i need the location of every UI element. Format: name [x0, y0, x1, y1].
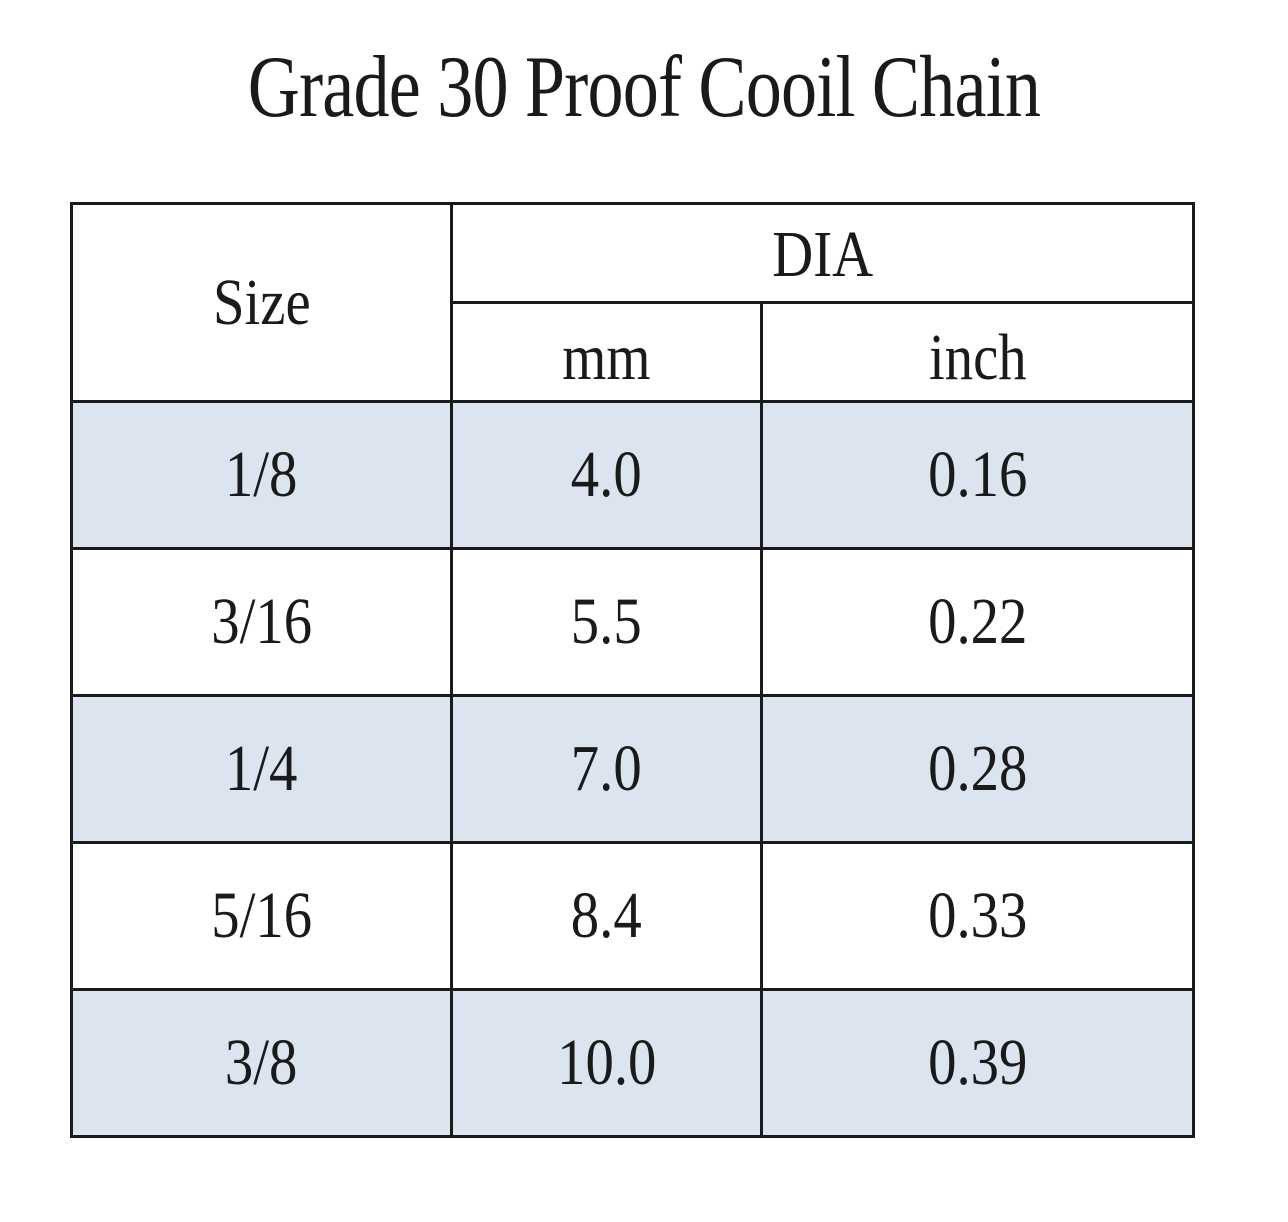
cell-mm-value: 7.0: [571, 732, 642, 805]
cell-mm: 5.5: [450, 547, 763, 697]
cell-size-value: 3/16: [211, 585, 312, 658]
cell-inch-value: 0.33: [927, 879, 1028, 952]
cell-size-value: 1/4: [225, 732, 298, 805]
cell-mm: 4.0: [450, 400, 763, 550]
cell-size: 3/16: [70, 547, 453, 697]
header-mm: mm: [450, 301, 763, 403]
table-row: 5/16 8.4 0.33: [70, 841, 1195, 991]
cell-mm: 7.0: [450, 694, 763, 844]
page-title: Grade 30 Proof Cooil Chain: [247, 39, 1041, 136]
header-dia-label: DIA: [772, 218, 873, 291]
cell-inch: 0.39: [760, 988, 1195, 1138]
cell-inch: 0.33: [760, 841, 1195, 991]
cell-size: 1/4: [70, 694, 453, 844]
cell-mm-value: 4.0: [571, 438, 642, 511]
cell-inch: 0.28: [760, 694, 1195, 844]
table-row: 3/8 10.0 0.39: [70, 988, 1195, 1138]
cell-size: 5/16: [70, 841, 453, 991]
header-dia: DIA: [450, 202, 1195, 304]
header-inch-label: inch: [928, 321, 1027, 394]
cell-size: 3/8: [70, 988, 453, 1138]
cell-inch-value: 0.16: [927, 438, 1028, 511]
cell-inch-value: 0.28: [927, 732, 1028, 805]
chain-spec-table: Size DIA mm inch 1/8 4.0 0.16 3/16 5.5 0…: [70, 202, 1195, 1138]
header-row-top: Size DIA: [70, 202, 1195, 403]
cell-size-value: 3/8: [225, 1026, 298, 1099]
cell-size-value: 5/16: [211, 879, 312, 952]
cell-inch: 0.22: [760, 547, 1195, 697]
table-row: 3/16 5.5 0.22: [70, 547, 1195, 697]
table-row: 1/8 4.0 0.16: [70, 400, 1195, 550]
cell-mm-value: 8.4: [571, 879, 642, 952]
header-inch: inch: [760, 301, 1195, 403]
cell-mm-value: 5.5: [571, 585, 642, 658]
header-size-label: Size: [212, 265, 311, 339]
table-row: 1/4 7.0 0.28: [70, 694, 1195, 844]
cell-inch-value: 0.22: [927, 585, 1028, 658]
cell-size: 1/8: [70, 400, 453, 550]
header-row-sub: mm inch: [72, 301, 1195, 403]
cell-mm: 8.4: [450, 841, 763, 991]
cell-inch-value: 0.39: [927, 1026, 1028, 1099]
cell-mm: 10.0: [450, 988, 763, 1138]
cell-size-value: 1/8: [225, 438, 298, 511]
cell-mm-value: 10.0: [556, 1026, 657, 1099]
header-size: Size: [70, 202, 453, 403]
cell-inch: 0.16: [760, 400, 1195, 550]
header-mm-label: mm: [562, 321, 651, 394]
